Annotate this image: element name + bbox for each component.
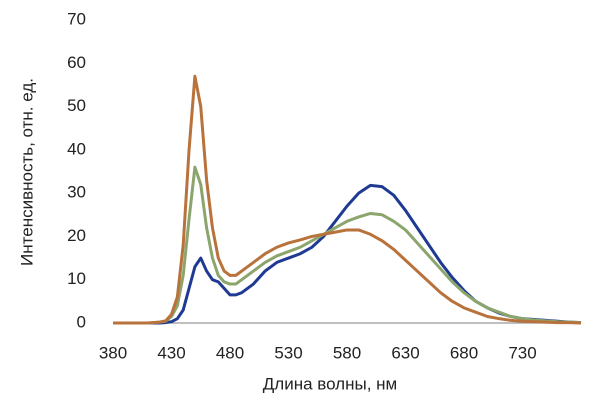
y-tick-label: 20	[67, 226, 86, 245]
x-tick-label: 430	[157, 343, 185, 362]
x-tick-label: 580	[333, 343, 361, 362]
y-tick-label: 10	[67, 269, 86, 288]
x-tick-label: 730	[508, 343, 536, 362]
y-tick-label: 50	[67, 96, 86, 115]
x-axis-label: Длина волны, нм	[263, 374, 397, 393]
x-tick-label: 530	[274, 343, 302, 362]
y-tick-label: 0	[77, 312, 86, 331]
series-line	[113, 74, 582, 325]
y-tick-label: 40	[67, 139, 86, 158]
x-tick-label: 380	[99, 343, 127, 362]
y-axis-label: Интенсивность, отн. ед.	[17, 78, 36, 266]
y-tick-label: 70	[67, 9, 86, 28]
series-line	[113, 165, 582, 325]
x-tick-label: 480	[216, 343, 244, 362]
x-tick-label: 680	[450, 343, 478, 362]
y-tick-label: 60	[67, 53, 86, 72]
y-tick-label: 30	[67, 183, 86, 202]
x-tick-label: 630	[391, 343, 419, 362]
